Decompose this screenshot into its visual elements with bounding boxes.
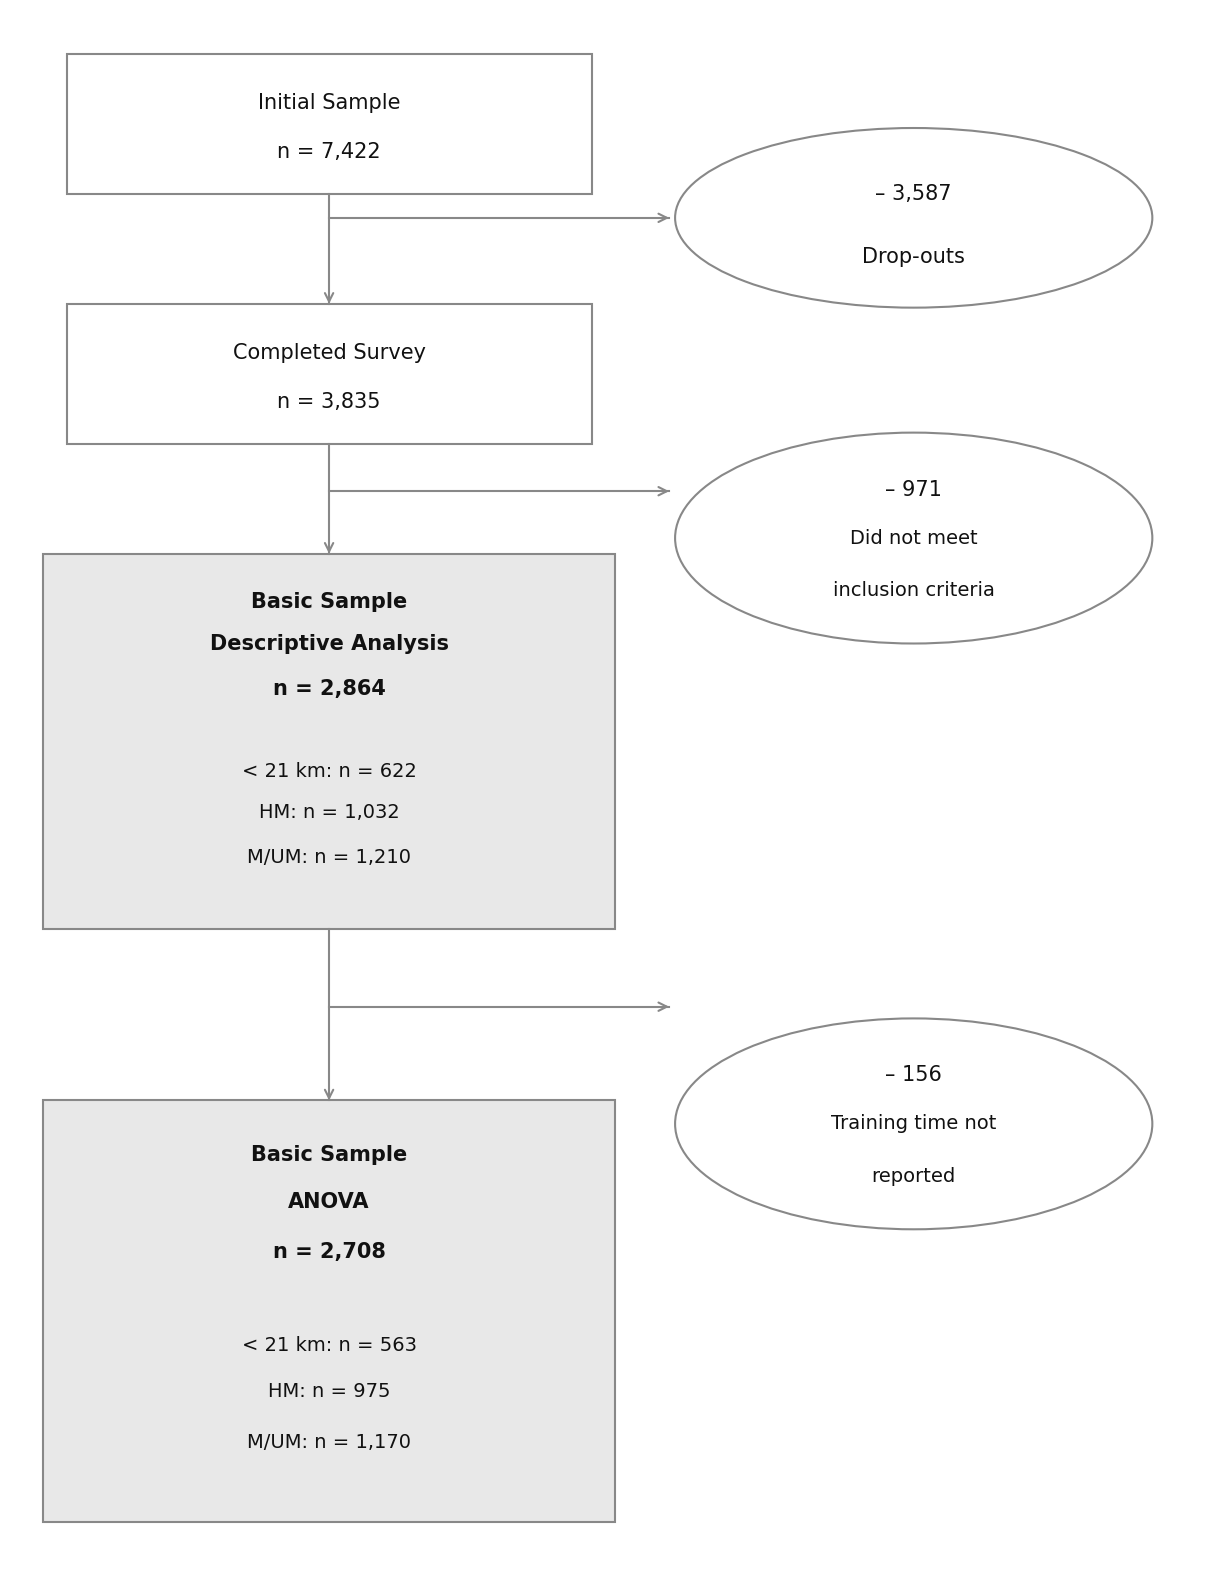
Text: HM: n = 1,032: HM: n = 1,032 [258,802,400,821]
Text: n = 7,422: n = 7,422 [278,142,381,162]
Ellipse shape [675,1018,1153,1229]
Ellipse shape [675,128,1153,307]
Text: Initial Sample: Initial Sample [258,93,401,113]
FancyBboxPatch shape [66,54,591,194]
FancyBboxPatch shape [66,304,591,444]
Text: Completed Survey: Completed Survey [233,344,426,362]
Text: inclusion criteria: inclusion criteria [833,582,995,600]
Text: HM: n = 975: HM: n = 975 [268,1382,390,1401]
Text: Did not meet: Did not meet [850,528,978,547]
Text: M/UM: n = 1,210: M/UM: n = 1,210 [247,848,412,867]
Ellipse shape [675,433,1153,643]
Text: – 3,587: – 3,587 [875,184,952,205]
Text: < 21 km: n = 622: < 21 km: n = 622 [241,761,416,780]
Text: < 21 km: n = 563: < 21 km: n = 563 [241,1335,416,1354]
Text: Basic Sample: Basic Sample [251,1146,407,1165]
Text: n = 2,864: n = 2,864 [273,679,385,698]
Text: Descriptive Analysis: Descriptive Analysis [210,634,449,654]
Text: reported: reported [871,1168,956,1187]
Text: M/UM: n = 1,170: M/UM: n = 1,170 [247,1433,412,1451]
Text: – 971: – 971 [885,479,943,500]
Text: Basic Sample: Basic Sample [251,593,407,613]
Text: n = 3,835: n = 3,835 [278,392,381,413]
Text: ANOVA: ANOVA [288,1191,369,1212]
Text: – 156: – 156 [885,1065,943,1086]
Text: Training time not: Training time not [832,1114,997,1133]
FancyBboxPatch shape [42,553,616,928]
FancyBboxPatch shape [42,1100,616,1522]
Text: Drop-outs: Drop-outs [862,247,966,268]
Text: n = 2,708: n = 2,708 [273,1242,385,1262]
